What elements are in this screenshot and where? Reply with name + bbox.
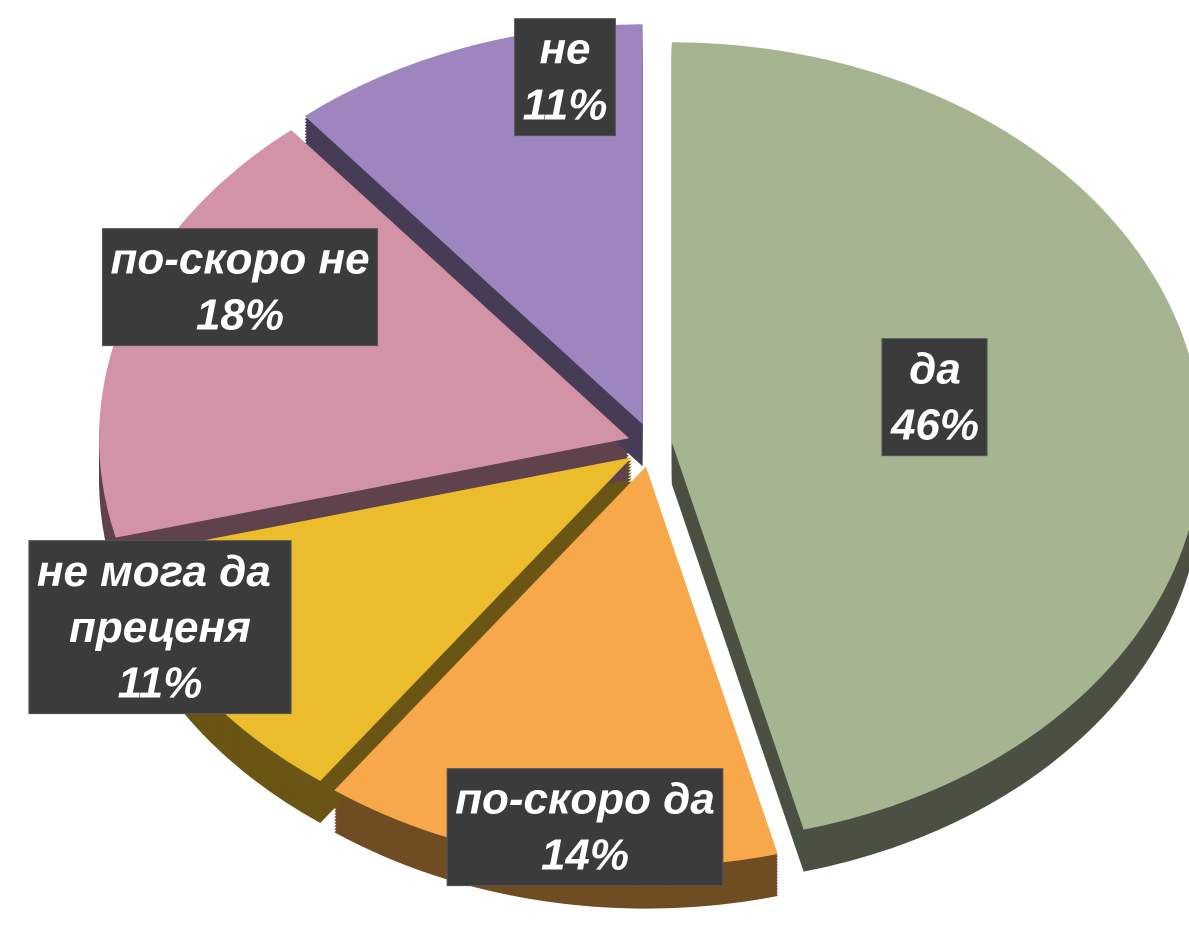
- slice: [334, 466, 778, 867]
- value-label: 11%: [523, 81, 608, 130]
- value-label: 14%: [541, 831, 629, 880]
- category-label: не мога да преценя: [37, 547, 283, 652]
- label-box: [446, 768, 724, 887]
- data-label: да 46%: [881, 338, 988, 457]
- category-label: по-скоро да: [455, 775, 715, 824]
- data-label: по-скоро не 18%: [101, 228, 379, 347]
- data-label: не мога да преценя 11%: [28, 540, 292, 715]
- value-label: 46%: [890, 401, 979, 450]
- label-box: [101, 228, 379, 347]
- category-label: не: [539, 25, 590, 74]
- labels: да 46% по-скоро да 14% не мога да преценя 11%…: [28, 18, 988, 887]
- category-label: да: [909, 345, 961, 394]
- data-label: по-скоро да 14%: [446, 768, 724, 887]
- label-box: [514, 18, 616, 137]
- category-label: по-скоро не: [110, 235, 369, 284]
- label-box: [881, 338, 988, 457]
- data-label: не 11%: [514, 18, 616, 137]
- value-label: 11%: [118, 659, 203, 708]
- value-label: 18%: [196, 291, 284, 340]
- label-box: [28, 540, 292, 715]
